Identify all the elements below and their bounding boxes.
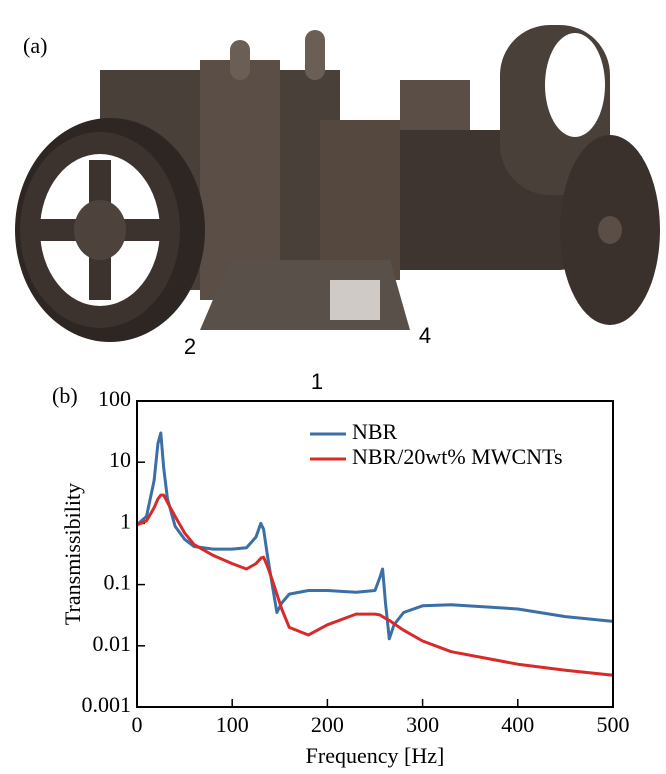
plot-frame [136,400,614,708]
x-tick-label: 400 [501,712,534,737]
y-tick-label: 100 [98,386,131,411]
x-tick-label: 500 [597,712,630,737]
callout: 1 [311,369,323,394]
callout: 4 [419,323,431,348]
y-tick-label: 10 [109,447,131,472]
x-tick-label: 100 [216,712,249,737]
y-tick-label: 0.001 [82,692,132,717]
callout: 2 [184,334,196,359]
series-line [136,493,614,677]
x-tick-label: 0 [132,712,143,737]
panel-label: (b) [52,383,78,408]
legend-label: NBR/20wt% MWCNTs [352,444,563,469]
panel-label: (a) [23,33,47,58]
legend-label: NBR [352,419,398,444]
y-tick-label: 0.1 [104,570,132,595]
y-axis-label: Transmissibility [60,483,85,625]
y-tick-label: 0.01 [93,631,132,656]
x-tick-label: 300 [406,712,439,737]
y-tick-label: 1 [120,508,131,533]
plot-area: 0.001 0.01 0.1 1 10 100 0 100 200 300 400 500 NBRNBR… [82,386,630,737]
x-axis-label: Frequency [Hz] [306,743,445,768]
machine-illustration [15,25,660,342]
x-tick-label: 200 [311,712,344,737]
series-line [136,431,614,641]
